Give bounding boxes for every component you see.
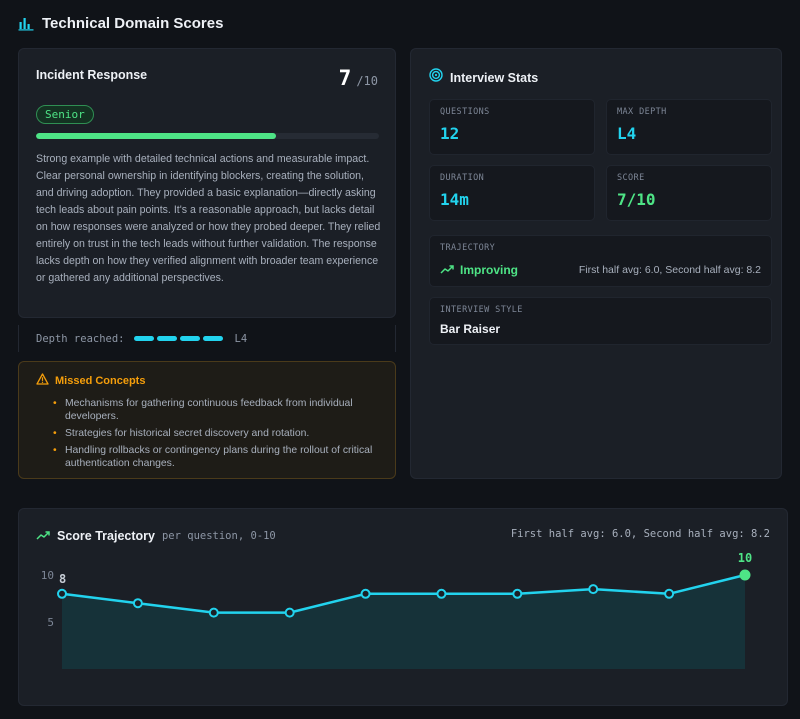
depth-row: Depth reached: L4 [18,325,396,352]
bar-chart-icon [18,15,34,31]
stat-label: MAX DEPTH [617,107,667,117]
stat-label: INTERVIEW STYLE [440,305,523,315]
score-point [664,588,675,599]
score-bar-fill [36,133,277,139]
domain-card: Incident Response 7 /10 Senior Strong ex… [18,48,396,318]
score-bar [36,133,379,139]
score-point [208,607,219,618]
missed-concepts-header: Missed Concepts [36,372,378,390]
stat-value: L4 [617,124,637,143]
stat-value: 14m [440,190,469,209]
missed-concepts-title: Missed Concepts [55,375,146,387]
score-point [512,588,523,599]
stat-value: 7/10 [617,190,656,209]
stat-score: SCORE 7/10 [606,165,772,221]
score-point [284,607,295,618]
score-trajectory-card: Score Trajectory per question, 0-10 Firs… [18,508,788,706]
list-item: Handling rollbacks or contingency plans … [53,444,378,470]
page-title: Technical Domain Scores [42,14,224,32]
stat-trajectory: TRAJECTORY Improving First half avg: 6.0… [429,235,772,287]
depth-step [179,336,200,341]
interview-style-value: Bar Raiser [440,322,501,336]
score-point [588,584,599,595]
depth-indicator [133,336,223,341]
depth-step [202,336,223,341]
stat-interview-style: INTERVIEW STYLE Bar Raiser [429,297,772,345]
stat-value: 12 [440,124,460,143]
chart-title: Score Trajectory [57,529,155,543]
assessment-text: Strong example with detailed technical a… [36,153,381,284]
score-line [61,573,746,614]
depth-step [156,336,177,341]
score-point [436,588,447,599]
depth-step [133,336,154,341]
score-point [132,598,143,609]
domain-score-max: /10 [356,74,378,88]
stat-duration: DURATION 14m [429,165,595,221]
score-point-final [739,569,751,581]
interview-stats-card: Interview Stats QUESTIONS 12 MAX DEPTH L… [410,48,782,479]
warning-icon [36,372,49,390]
score-trajectory-chart: 10 5 8 10 [41,551,752,669]
trending-up-icon [440,261,454,279]
score-area [62,575,745,669]
missed-concepts-list: Mechanisms for gathering continuous feed… [36,397,378,470]
stat-label: DURATION [440,173,485,183]
depth-value: L4 [234,332,248,345]
missed-concepts-card: Missed Concepts Mechanisms for gathering… [18,361,396,479]
y-tick-label: 10 [41,569,54,582]
chart-header: Score Trajectory per question, 0-10 [36,527,276,545]
list-item: Mechanisms for gathering continuous feed… [53,397,378,423]
stat-label: QUESTIONS [440,107,490,117]
stat-max-depth: MAX DEPTH L4 [606,99,772,155]
score-point [57,588,67,599]
domain-score-value: 7 [338,66,352,90]
stat-questions: QUESTIONS 12 [429,99,595,155]
data-label-last: 10 [738,551,752,565]
chart-subtitle: per question, 0-10 [161,530,276,542]
level-badge: Senior [36,105,94,124]
depth-label: Depth reached: [36,332,125,345]
score-point [360,588,371,599]
trajectory-averages: First half avg: 6.0, Second half avg: 8.… [578,264,761,276]
trending-up-icon [36,527,50,545]
list-item: Strategies for historical secret discove… [53,427,378,440]
page-header: Technical Domain Scores [18,12,223,34]
domain-score: 7 /10 [339,66,378,90]
domain-name: Incident Response [36,68,148,82]
stat-label: SCORE [617,173,645,183]
interview-stats-title: Interview Stats [450,70,539,85]
y-tick-label: 5 [47,616,54,629]
chart-averages: First half avg: 6.0, Second half avg: 8.… [510,528,770,540]
stat-label: TRAJECTORY [440,243,496,253]
interview-stats-header: Interview Stats [429,68,538,87]
target-icon [429,68,443,87]
trajectory-status: Improving [460,263,519,277]
data-label-first: 8 [59,572,66,586]
